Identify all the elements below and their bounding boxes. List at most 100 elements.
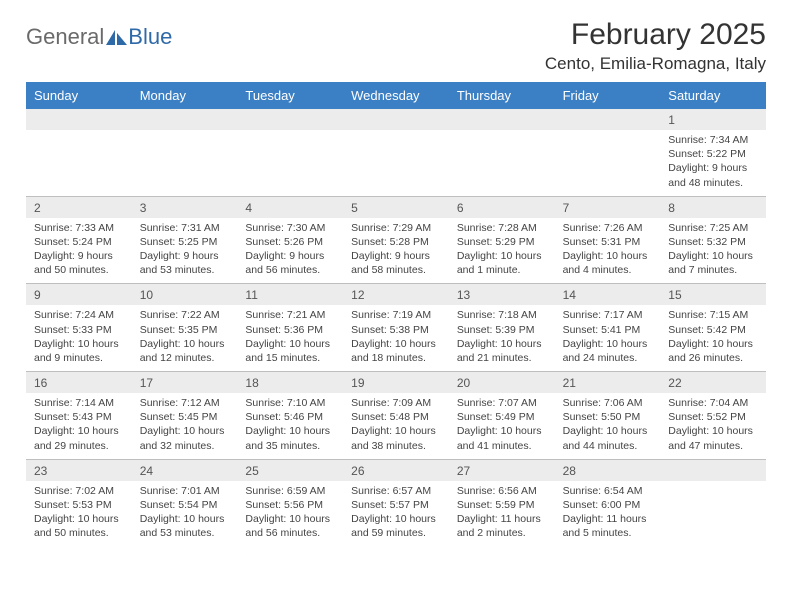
sunrise-text: Sunrise: 7:25 AM <box>668 221 758 235</box>
daylight-text: Daylight: 10 hours and 50 minutes. <box>34 512 124 540</box>
page-title: February 2025 <box>545 18 766 52</box>
sunset-text: Sunset: 5:38 PM <box>351 323 441 337</box>
day-number: 11 <box>237 283 343 305</box>
day-number <box>449 109 555 130</box>
day-details: Sunrise: 7:15 AMSunset: 5:42 PMDaylight:… <box>660 305 766 371</box>
day-number: 12 <box>343 283 449 305</box>
daylight-text: Daylight: 10 hours and 1 minute. <box>457 249 547 277</box>
day-number: 8 <box>660 196 766 218</box>
day-number: 27 <box>449 459 555 481</box>
day-details <box>132 130 238 196</box>
sunrise-text: Sunrise: 7:09 AM <box>351 396 441 410</box>
day-number: 22 <box>660 371 766 393</box>
day-details: Sunrise: 6:57 AMSunset: 5:57 PMDaylight:… <box>343 481 449 547</box>
sunset-text: Sunset: 5:46 PM <box>245 410 335 424</box>
day-details: Sunrise: 6:59 AMSunset: 5:56 PMDaylight:… <box>237 481 343 547</box>
daylight-text: Daylight: 10 hours and 9 minutes. <box>34 337 124 365</box>
sunrise-text: Sunrise: 7:01 AM <box>140 484 230 498</box>
daylight-text: Daylight: 11 hours and 2 minutes. <box>457 512 547 540</box>
day-details: Sunrise: 7:12 AMSunset: 5:45 PMDaylight:… <box>132 393 238 459</box>
details-row: Sunrise: 7:33 AMSunset: 5:24 PMDaylight:… <box>26 218 766 284</box>
day-number: 20 <box>449 371 555 393</box>
day-number: 16 <box>26 371 132 393</box>
day-number: 18 <box>237 371 343 393</box>
day-details: Sunrise: 7:19 AMSunset: 5:38 PMDaylight:… <box>343 305 449 371</box>
daylight-text: Daylight: 10 hours and 21 minutes. <box>457 337 547 365</box>
day-details <box>555 130 661 196</box>
day-details: Sunrise: 7:02 AMSunset: 5:53 PMDaylight:… <box>26 481 132 547</box>
daylight-text: Daylight: 10 hours and 18 minutes. <box>351 337 441 365</box>
sunrise-text: Sunrise: 6:56 AM <box>457 484 547 498</box>
title-block: February 2025 Cento, Emilia-Romagna, Ita… <box>545 18 766 74</box>
sunrise-text: Sunrise: 6:59 AM <box>245 484 335 498</box>
day-number: 13 <box>449 283 555 305</box>
sunrise-text: Sunrise: 7:30 AM <box>245 221 335 235</box>
day-details: Sunrise: 7:31 AMSunset: 5:25 PMDaylight:… <box>132 218 238 284</box>
sunrise-text: Sunrise: 6:54 AM <box>563 484 653 498</box>
day-number: 7 <box>555 196 661 218</box>
sunset-text: Sunset: 5:59 PM <box>457 498 547 512</box>
calendar-body: 1Sunrise: 7:34 AMSunset: 5:22 PMDaylight… <box>26 109 766 546</box>
day-number: 19 <box>343 371 449 393</box>
daynum-row: 232425262728 <box>26 459 766 481</box>
dayname-thursday: Thursday <box>449 82 555 109</box>
day-number: 24 <box>132 459 238 481</box>
day-details: Sunrise: 7:25 AMSunset: 5:32 PMDaylight:… <box>660 218 766 284</box>
day-number: 9 <box>26 283 132 305</box>
sunset-text: Sunset: 5:39 PM <box>457 323 547 337</box>
sunset-text: Sunset: 5:53 PM <box>34 498 124 512</box>
day-number <box>26 109 132 130</box>
sunrise-text: Sunrise: 6:57 AM <box>351 484 441 498</box>
day-number: 14 <box>555 283 661 305</box>
day-number: 3 <box>132 196 238 218</box>
sunrise-text: Sunrise: 7:18 AM <box>457 308 547 322</box>
day-number <box>660 459 766 481</box>
day-details: Sunrise: 7:30 AMSunset: 5:26 PMDaylight:… <box>237 218 343 284</box>
sunrise-text: Sunrise: 7:06 AM <box>563 396 653 410</box>
location: Cento, Emilia-Romagna, Italy <box>545 54 766 74</box>
sunset-text: Sunset: 5:32 PM <box>668 235 758 249</box>
sunrise-text: Sunrise: 7:31 AM <box>140 221 230 235</box>
daynum-row: 2345678 <box>26 196 766 218</box>
sunset-text: Sunset: 5:28 PM <box>351 235 441 249</box>
daynum-row: 9101112131415 <box>26 283 766 305</box>
day-number: 17 <box>132 371 238 393</box>
sunset-text: Sunset: 5:43 PM <box>34 410 124 424</box>
sunset-text: Sunset: 5:33 PM <box>34 323 124 337</box>
daylight-text: Daylight: 9 hours and 58 minutes. <box>351 249 441 277</box>
day-details: Sunrise: 7:34 AMSunset: 5:22 PMDaylight:… <box>660 130 766 196</box>
daylight-text: Daylight: 10 hours and 29 minutes. <box>34 424 124 452</box>
sunrise-text: Sunrise: 7:26 AM <box>563 221 653 235</box>
daylight-text: Daylight: 10 hours and 15 minutes. <box>245 337 335 365</box>
daynum-row: 16171819202122 <box>26 371 766 393</box>
day-details: Sunrise: 7:22 AMSunset: 5:35 PMDaylight:… <box>132 305 238 371</box>
sail-icon <box>106 28 128 46</box>
sunset-text: Sunset: 5:54 PM <box>140 498 230 512</box>
daylight-text: Daylight: 10 hours and 24 minutes. <box>563 337 653 365</box>
day-details: Sunrise: 6:54 AMSunset: 6:00 PMDaylight:… <box>555 481 661 547</box>
daylight-text: Daylight: 10 hours and 44 minutes. <box>563 424 653 452</box>
day-details <box>237 130 343 196</box>
day-details: Sunrise: 7:01 AMSunset: 5:54 PMDaylight:… <box>132 481 238 547</box>
daylight-text: Daylight: 10 hours and 38 minutes. <box>351 424 441 452</box>
day-details: Sunrise: 6:56 AMSunset: 5:59 PMDaylight:… <box>449 481 555 547</box>
sunrise-text: Sunrise: 7:10 AM <box>245 396 335 410</box>
logo-text-blue: Blue <box>128 24 172 50</box>
day-number <box>555 109 661 130</box>
day-details: Sunrise: 7:14 AMSunset: 5:43 PMDaylight:… <box>26 393 132 459</box>
dayname-monday: Monday <box>132 82 238 109</box>
day-number: 2 <box>26 196 132 218</box>
daylight-text: Daylight: 10 hours and 47 minutes. <box>668 424 758 452</box>
sunrise-text: Sunrise: 7:04 AM <box>668 396 758 410</box>
day-number: 26 <box>343 459 449 481</box>
sunrise-text: Sunrise: 7:02 AM <box>34 484 124 498</box>
header: General Blue February 2025 Cento, Emilia… <box>26 18 766 74</box>
day-details: Sunrise: 7:06 AMSunset: 5:50 PMDaylight:… <box>555 393 661 459</box>
daylight-text: Daylight: 10 hours and 35 minutes. <box>245 424 335 452</box>
daynum-row: 1 <box>26 109 766 130</box>
day-details <box>343 130 449 196</box>
daylight-text: Daylight: 10 hours and 59 minutes. <box>351 512 441 540</box>
sunrise-text: Sunrise: 7:28 AM <box>457 221 547 235</box>
sunrise-text: Sunrise: 7:19 AM <box>351 308 441 322</box>
details-row: Sunrise: 7:14 AMSunset: 5:43 PMDaylight:… <box>26 393 766 459</box>
